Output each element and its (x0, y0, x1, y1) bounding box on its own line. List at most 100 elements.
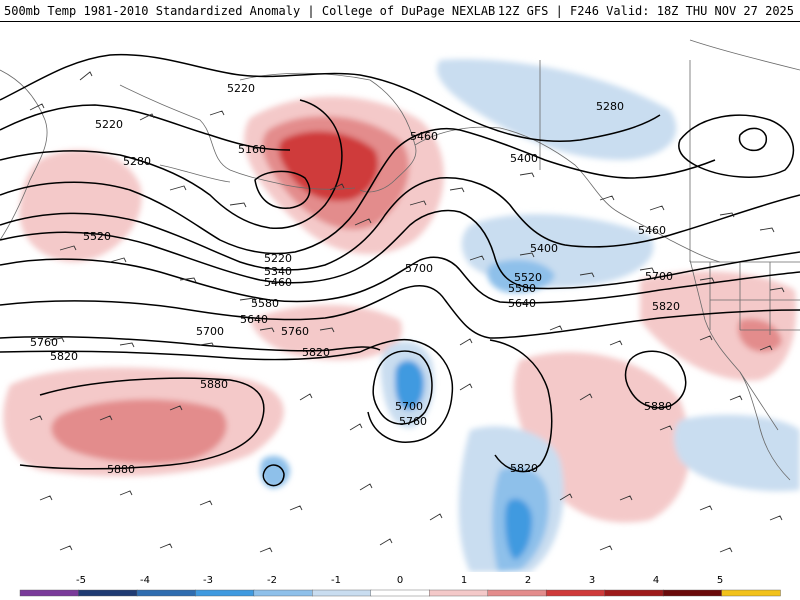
color-legend: -5 -4 -3 -2 -1 0 1 2 3 4 5 (0, 572, 800, 600)
border-states (709, 262, 800, 335)
contour-line (0, 99, 343, 230)
legend-swatch (19, 589, 80, 597)
legend-tick: 1 (461, 575, 467, 586)
contour-label: 5820 (50, 350, 78, 363)
cool-anomaly-8 (505, 498, 532, 560)
contour-label: 5700 (645, 270, 673, 283)
contour-label: 5220 (227, 82, 255, 95)
aleutians (159, 164, 231, 183)
wind-barbs (29, 71, 785, 553)
legend-tick: -3 (203, 575, 213, 586)
contour-label: 5700 (395, 400, 423, 413)
contour-line (0, 256, 800, 304)
contour-line (359, 338, 454, 443)
title-bar: 500mb Temp 1981-2010 Standardized Anomal… (0, 0, 800, 22)
contour-line (678, 114, 795, 178)
contour-label: 5400 (510, 152, 538, 165)
contour-label: 5640 (508, 297, 536, 310)
contour-labels: 5220 5220 5160 5280 5460 5400 5280 5520 … (30, 82, 680, 476)
contour-label: 5580 (508, 282, 536, 295)
legend-swatch (78, 589, 138, 597)
coast-hudson (689, 39, 800, 71)
legend-tick: 4 (653, 575, 659, 586)
contour-label: 5580 (251, 297, 279, 310)
legend-swatch (312, 589, 372, 597)
contour-label: 5460 (638, 224, 666, 237)
contour-label: 5700 (405, 262, 433, 275)
coast-west-us (689, 259, 779, 431)
legend-tick: 3 (589, 575, 595, 586)
contour-label: 5220 (264, 252, 292, 265)
legend-tick: -1 (331, 575, 341, 586)
legend-color-bar (19, 589, 781, 597)
contour-label: 5820 (302, 346, 330, 359)
contour-line (0, 209, 800, 290)
cool-anomaly-2 (487, 259, 555, 293)
map-title: 500mb Temp 1981-2010 Standardized Anomal… (4, 4, 496, 18)
wind-barb (29, 71, 785, 553)
contour-label: 5880 (107, 463, 135, 476)
contour-label: 5520 (514, 271, 542, 284)
contour-line (0, 177, 800, 271)
legend-ticks: -5 -4 -3 -2 -1 0 1 2 3 4 5 (76, 575, 723, 586)
coast-alaska (239, 72, 417, 193)
contour-label: 5340 (264, 265, 292, 278)
legend-swatch (195, 589, 255, 597)
height-contours (0, 53, 800, 487)
contour-line (624, 350, 687, 409)
warm-anomaly-4 (19, 149, 142, 262)
contour-line (738, 127, 768, 152)
legend-swatch (136, 589, 197, 597)
coast-mexico (739, 371, 791, 481)
contour-label: 5880 (644, 400, 672, 413)
legend-swatch (662, 589, 723, 597)
coast-bering (119, 84, 356, 190)
contour-label: 5760 (30, 336, 58, 349)
weather-map: 5220 5220 5160 5280 5460 5400 5280 5520 … (0, 22, 800, 572)
legend-tick: 2 (525, 575, 531, 586)
contour-label: 5880 (200, 378, 228, 391)
contour-label: 5280 (123, 155, 151, 168)
contour-label: 5520 (83, 230, 111, 243)
coast-bc (614, 209, 721, 263)
contour-line (372, 350, 433, 425)
legend-swatch (721, 589, 781, 597)
legend-swatch (604, 589, 664, 597)
warm-anomaly-3 (278, 131, 379, 201)
legend-swatch (487, 589, 547, 597)
contour-line (254, 170, 311, 209)
coast-siberia (0, 69, 48, 241)
contour-line (0, 284, 800, 339)
legend-tick: -5 (76, 575, 86, 586)
legend-tick: 0 (397, 575, 403, 586)
legend-tick: -2 (267, 575, 277, 586)
model-run-label: 12Z GFS | F246 Valid: 18Z THU NOV 27 202… (497, 4, 794, 18)
contour-line (262, 464, 285, 487)
legend-tick: -4 (140, 575, 150, 586)
legend-swatch (545, 589, 606, 597)
contour-line (489, 339, 553, 473)
contour-line (0, 53, 661, 143)
contour-label: 5700 (196, 325, 224, 338)
contour-line (19, 377, 265, 470)
contour-label: 5760 (399, 415, 427, 428)
contour-label: 5280 (596, 100, 624, 113)
contour-label: 5460 (410, 130, 438, 143)
contour-line (0, 336, 381, 352)
contour-label: 5640 (240, 313, 268, 326)
legend-swatch (253, 589, 314, 597)
contour-label: 5160 (238, 143, 266, 156)
contour-line (0, 350, 361, 361)
contour-label: 5460 (264, 276, 292, 289)
contour-line (0, 104, 291, 151)
cool-anomaly-9 (674, 414, 800, 492)
legend-swatch (429, 589, 489, 597)
warm-anomaly-8 (640, 271, 797, 381)
contour-label: 5760 (281, 325, 309, 338)
cool-anomaly-5 (395, 360, 425, 410)
warm-anomaly-6 (51, 399, 227, 464)
legend-swatch (370, 589, 430, 597)
contour-label: 5820 (652, 300, 680, 313)
cool-anomaly-3 (436, 59, 677, 160)
contour-label: 5820 (510, 462, 538, 475)
